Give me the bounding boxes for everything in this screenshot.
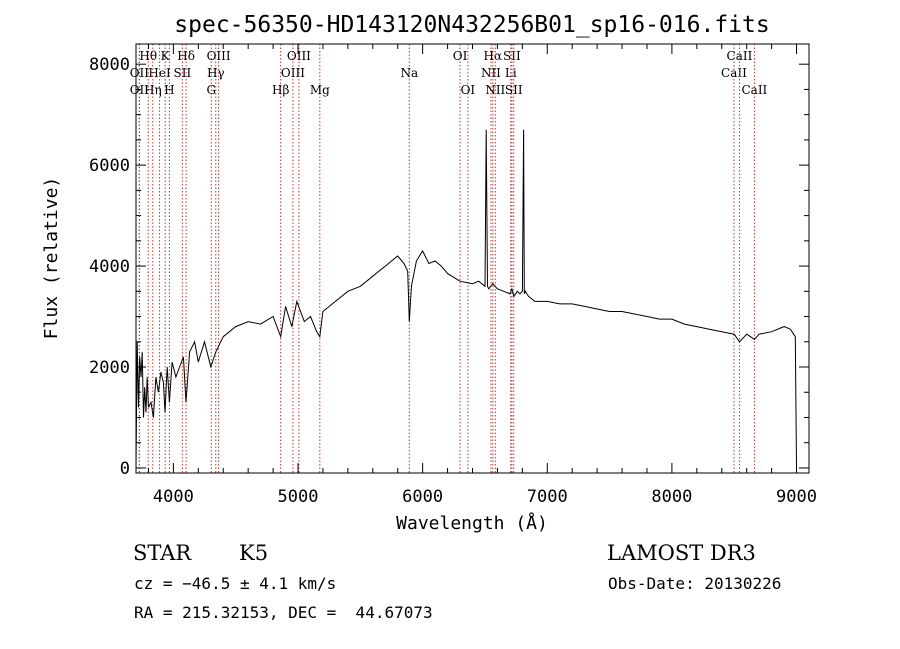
marker-label-17: OI bbox=[453, 49, 468, 63]
obs-date: Obs-Date: 20130226 bbox=[608, 574, 782, 593]
marker-label-13: OIII bbox=[281, 66, 305, 80]
x-tick-label-1: 5000 bbox=[278, 487, 319, 507]
marker-label-6: H bbox=[164, 83, 174, 97]
marker-label-20: Hα bbox=[484, 49, 503, 63]
axis-ticks: 4000 5000 6000 7000 8000 9000 0 2000 4000 6000 800… bbox=[89, 44, 817, 507]
marker-label-16: Na bbox=[400, 66, 418, 80]
marker-label-9: G bbox=[206, 83, 216, 97]
chart-title: spec-56350-HD143120N432256B01_sp16-016.f… bbox=[174, 12, 769, 38]
marker-label-11: OIII bbox=[207, 49, 231, 63]
marker-label-22: Li bbox=[505, 66, 517, 80]
y-tick-label-4: 8000 bbox=[89, 55, 130, 75]
marker-label-8: Hδ bbox=[177, 49, 195, 63]
marker-label-24: SII bbox=[505, 83, 523, 97]
x-tick-label-0: 4000 bbox=[153, 487, 194, 507]
x-tick-label-5: 9000 bbox=[776, 487, 817, 507]
line-markers: OIIOIIHθHηHeIKHSIIHδGHγOIIIHβOIIIOIIIMgN… bbox=[130, 44, 768, 473]
survey-name: LAMOST DR3 bbox=[607, 541, 756, 565]
marker-label-26: CaII bbox=[727, 49, 753, 63]
redshift-text: cz = −46.5 ± 4.1 km/s bbox=[134, 574, 337, 593]
marker-label-23: SII bbox=[503, 49, 521, 63]
object-class: STAR bbox=[133, 541, 192, 565]
marker-label-10: Hγ bbox=[207, 66, 225, 80]
marker-label-21: NII bbox=[485, 83, 505, 97]
y-axis-label: Flux (relative) bbox=[41, 177, 62, 340]
spectrum-series-line bbox=[135, 129, 797, 469]
marker-label-12: Hβ bbox=[272, 83, 289, 97]
x-axis-label: Wavelength (Å) bbox=[396, 512, 548, 534]
y-tick-label-1: 2000 bbox=[89, 358, 130, 378]
marker-label-3: Hη bbox=[144, 83, 162, 97]
marker-label-27: CaII bbox=[741, 83, 767, 97]
x-tick-label-3: 7000 bbox=[527, 487, 568, 507]
marker-label-7: SII bbox=[174, 66, 192, 80]
marker-label-5: K bbox=[161, 49, 171, 63]
x-tick-label-2: 6000 bbox=[402, 487, 443, 507]
y-tick-label-3: 6000 bbox=[89, 156, 130, 176]
marker-label-18: OI bbox=[461, 83, 476, 97]
marker-label-2: Hθ bbox=[139, 49, 157, 63]
subclass: K5 bbox=[239, 541, 269, 565]
marker-label-1: OII bbox=[130, 83, 150, 97]
marker-label-19: NII bbox=[481, 66, 501, 80]
y-tick-label-0: 0 bbox=[120, 459, 130, 479]
marker-label-15: Mg bbox=[310, 83, 330, 97]
coordinates: RA = 215.32153, DEC = 44.67073 bbox=[134, 603, 433, 622]
x-tick-label-4: 8000 bbox=[651, 487, 692, 507]
y-tick-label-2: 4000 bbox=[89, 257, 130, 277]
marker-label-14: OIII bbox=[287, 49, 311, 63]
marker-label-4: HeI bbox=[148, 66, 171, 80]
plot-frame bbox=[135, 43, 810, 474]
marker-label-25: CaII bbox=[721, 66, 747, 80]
